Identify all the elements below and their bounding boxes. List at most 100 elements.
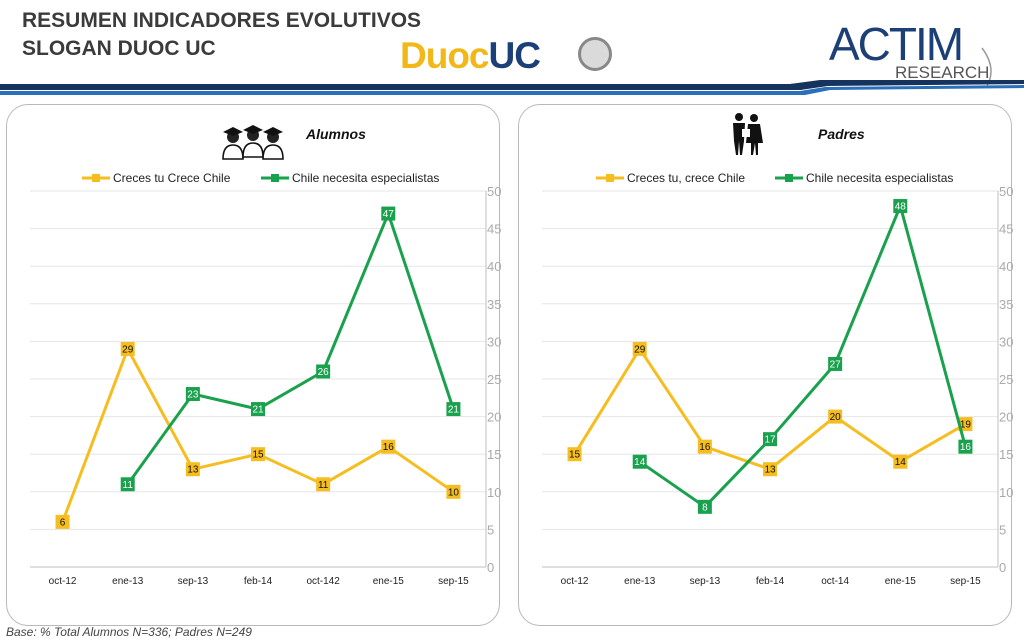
data-label: 47 — [383, 209, 395, 220]
y-tick-label: 0 — [999, 560, 1006, 575]
y-tick-label: 50 — [999, 184, 1013, 199]
data-label: 8 — [702, 502, 708, 513]
y-tick-label: 10 — [999, 485, 1013, 500]
page-title-line1: RESUMEN INDICADORES EVOLUTIVOS — [22, 9, 422, 32]
data-label: 19 — [960, 420, 972, 431]
data-point — [697, 499, 712, 514]
y-tick-label: 50 — [487, 184, 501, 199]
x-tick-label: sep-13 — [690, 576, 721, 587]
series-line-1 — [126, 212, 455, 486]
data-label: 16 — [699, 442, 711, 453]
y-tick-label: 15 — [487, 447, 501, 462]
y-tick-label: 45 — [487, 222, 501, 237]
legend-entry: Chile necesita especialistas — [261, 171, 439, 185]
data-label: 21 — [252, 405, 264, 416]
data-label: 21 — [448, 405, 460, 416]
uc-logo-text: UC — [488, 35, 541, 76]
data-point — [632, 341, 647, 356]
data-point — [828, 409, 843, 424]
legend-label: Creces tu, crece Chile — [627, 171, 745, 185]
series-line-1 — [638, 204, 967, 509]
header-stripe — [0, 80, 1024, 95]
data-label: 11 — [123, 480, 134, 491]
data-label: 14 — [634, 457, 646, 468]
legend-label: Creces tu Crece Chile — [113, 171, 231, 185]
data-point — [763, 462, 777, 477]
data-label: 27 — [830, 359, 842, 370]
duoc-uc-logo: DuocUC — [400, 35, 541, 76]
data-point — [55, 514, 70, 529]
data-point — [567, 447, 582, 462]
university-seal-icon — [578, 37, 612, 71]
y-tick-label: 10 — [487, 485, 501, 500]
students-icon — [222, 125, 284, 160]
data-point — [893, 199, 908, 214]
series-line-0 — [61, 347, 455, 523]
x-tick-label: ene-15 — [373, 576, 405, 587]
legend-label: Chile necesita especialistas — [292, 171, 439, 185]
actim-research-logo: ACTIM RESEARCH — [827, 8, 997, 93]
data-point — [185, 462, 200, 477]
legend-entry: Creces tu, crece Chile — [596, 171, 745, 185]
y-tick-label: 0 — [487, 560, 494, 575]
data-point — [120, 477, 135, 492]
y-tick-label: 35 — [999, 297, 1013, 312]
y-tick-label: 45 — [999, 222, 1013, 237]
series-line-0 — [573, 347, 967, 471]
data-label: 20 — [830, 412, 842, 423]
duoc-logo-text: Duoc — [400, 35, 489, 76]
data-label: 16 — [383, 442, 395, 453]
data-label: 11 — [318, 480, 329, 491]
y-tick-label: 40 — [487, 259, 501, 274]
data-label: 23 — [187, 390, 199, 401]
data-label: 48 — [895, 202, 907, 213]
chart-panel-padres: Padres 0 5 10 15 20 25 30 35 40 45 50 oct-12 ene-13 se… — [518, 104, 1013, 626]
y-tick-label: 30 — [487, 334, 501, 349]
y-tick-label: 25 — [487, 372, 501, 387]
data-label: 26 — [318, 367, 330, 378]
chart-svg-1: Padres 0 5 10 15 20 25 30 35 40 45 50 oct-12 ene-13 se… — [542, 113, 1013, 587]
data-point — [958, 417, 973, 432]
x-tick-label: oct-14 — [821, 576, 849, 587]
data-point — [828, 356, 843, 371]
data-point — [763, 432, 777, 447]
x-tick-label: ene-15 — [885, 576, 917, 587]
data-label: 17 — [764, 435, 776, 446]
data-point — [381, 206, 396, 221]
data-point — [632, 454, 647, 469]
data-label: 29 — [634, 344, 646, 355]
legend-label: Chile necesita especialistas — [806, 171, 953, 185]
data-point — [185, 387, 200, 402]
y-tick-label: 5 — [487, 522, 494, 537]
data-point — [251, 447, 265, 462]
y-tick-label: 25 — [999, 372, 1013, 387]
y-tick-label: 30 — [999, 334, 1013, 349]
x-tick-label: ene-13 — [624, 576, 656, 587]
parents-icon — [733, 113, 763, 155]
legend-entry: Chile necesita especialistas — [775, 171, 953, 185]
chart-title: Padres — [818, 126, 865, 142]
data-label: 16 — [960, 442, 972, 453]
data-point — [316, 477, 331, 492]
y-tick-label: 35 — [487, 297, 501, 312]
data-point — [316, 364, 331, 379]
x-tick-label: sep-15 — [438, 576, 469, 587]
y-tick-label: 20 — [487, 410, 501, 425]
data-point — [251, 402, 265, 417]
x-tick-label: oct-12 — [49, 576, 77, 587]
x-tick-label: sep-15 — [950, 576, 981, 587]
data-label: 14 — [895, 457, 907, 468]
footer-note: Base: % Total Alumnos N=336; Padres N=24… — [6, 625, 252, 639]
data-point — [120, 341, 135, 356]
y-tick-label: 20 — [999, 410, 1013, 425]
x-tick-label: feb-14 — [244, 576, 273, 587]
legend-entry: Creces tu Crece Chile — [82, 171, 231, 185]
actim-logo-text: ACTIM — [829, 18, 962, 70]
page-title-line2: SLOGAN DUOC UC — [22, 37, 216, 60]
x-tick-label: feb-14 — [756, 576, 785, 587]
y-tick-label: 40 — [999, 259, 1013, 274]
page-title: RESUMEN INDICADORES EVOLUTIVOS SLOGAN DU… — [22, 7, 421, 63]
data-point — [697, 439, 712, 454]
chart-svg-0: Alumnos 0 5 10 15 20 25 30 35 40 45 50 oct-12 ene-13 s… — [30, 125, 501, 587]
chart-panel-alumnos: Alumnos 0 5 10 15 20 25 30 35 40 45 50 oct-12 ene-13 s… — [6, 104, 501, 626]
